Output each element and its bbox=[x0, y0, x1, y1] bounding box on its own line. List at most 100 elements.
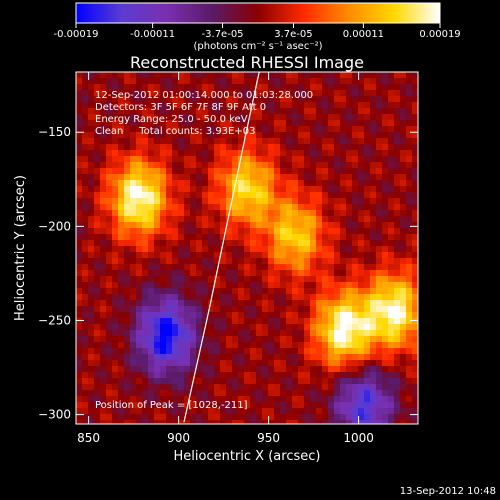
heatmap-cell bbox=[208, 204, 214, 210]
heatmap-cell bbox=[124, 378, 130, 384]
heatmap-cell bbox=[370, 348, 376, 354]
heatmap-cell bbox=[82, 138, 88, 144]
heatmap-cell bbox=[178, 192, 184, 198]
heatmap-cell bbox=[112, 186, 118, 192]
heatmap-cell bbox=[364, 210, 370, 216]
heatmap-cell bbox=[364, 288, 370, 294]
heatmap-cell bbox=[274, 210, 280, 216]
heatmap-cell bbox=[190, 384, 196, 390]
heatmap-cell bbox=[178, 144, 184, 150]
heatmap-cell bbox=[226, 384, 232, 390]
heatmap-cell bbox=[340, 354, 346, 360]
heatmap-cell bbox=[130, 240, 136, 246]
heatmap-cell bbox=[94, 72, 100, 78]
heatmap-cell bbox=[250, 198, 256, 204]
heatmap-cell bbox=[394, 330, 400, 336]
heatmap-cell bbox=[184, 318, 190, 324]
heatmap-cell bbox=[316, 72, 322, 78]
heatmap-cell bbox=[388, 168, 394, 174]
heatmap-cell bbox=[184, 90, 190, 96]
heatmap-cell bbox=[226, 402, 232, 408]
heatmap-cell bbox=[214, 90, 220, 96]
heatmap-cell bbox=[82, 150, 88, 156]
heatmap-cell bbox=[394, 270, 400, 276]
heatmap-cell bbox=[94, 408, 100, 414]
heatmap-cell bbox=[148, 282, 154, 288]
heatmap-cell bbox=[310, 390, 316, 396]
heatmap-cell bbox=[196, 102, 202, 108]
heatmap-cell bbox=[238, 114, 244, 120]
heatmap-cell bbox=[214, 132, 220, 138]
heatmap-cell bbox=[184, 192, 190, 198]
heatmap-cell bbox=[316, 396, 322, 402]
heatmap-cell bbox=[250, 204, 256, 210]
heatmap-cell bbox=[178, 276, 184, 282]
colorbar-tick-label: 0.00011 bbox=[343, 29, 384, 40]
heatmap-cell bbox=[334, 252, 340, 258]
heatmap-cell bbox=[226, 138, 232, 144]
heatmap-cell bbox=[208, 336, 214, 342]
heatmap-cell bbox=[358, 162, 364, 168]
heatmap-cell bbox=[202, 330, 208, 336]
heatmap-cell bbox=[160, 84, 166, 90]
heatmap-cell bbox=[250, 354, 256, 360]
heatmap-cell bbox=[100, 90, 106, 96]
heatmap-cell bbox=[76, 276, 82, 282]
heatmap-cell bbox=[322, 348, 328, 354]
heatmap-cell bbox=[118, 228, 124, 234]
heatmap-cell bbox=[196, 312, 202, 318]
heatmap-cell bbox=[412, 144, 418, 150]
heatmap-cell bbox=[286, 198, 292, 204]
heatmap-cell bbox=[376, 312, 382, 318]
heatmap-cell bbox=[82, 372, 88, 378]
heatmap-cell bbox=[388, 348, 394, 354]
heatmap-cell bbox=[208, 186, 214, 192]
heatmap-cell bbox=[292, 414, 298, 420]
heatmap-cell bbox=[238, 198, 244, 204]
heatmap-cell bbox=[184, 144, 190, 150]
heatmap-cell bbox=[340, 294, 346, 300]
heatmap-cell bbox=[124, 318, 130, 324]
heatmap-cell bbox=[118, 258, 124, 264]
heatmap-cell bbox=[184, 174, 190, 180]
heatmap-cell bbox=[178, 402, 184, 408]
heatmap-cell bbox=[76, 282, 82, 288]
heatmap-cell bbox=[196, 336, 202, 342]
heatmap-cell bbox=[298, 402, 304, 408]
heatmap-cell bbox=[112, 72, 118, 78]
heatmap-cell bbox=[82, 132, 88, 138]
heatmap-cell bbox=[190, 402, 196, 408]
heatmap-cell bbox=[172, 420, 178, 424]
heatmap-cell bbox=[184, 132, 190, 138]
heatmap-cell bbox=[400, 180, 406, 186]
heatmap-cell bbox=[178, 312, 184, 318]
heatmap-cell bbox=[172, 264, 178, 270]
heatmap-cell bbox=[232, 252, 238, 258]
heatmap-cell bbox=[268, 144, 274, 150]
heatmap-cell bbox=[370, 240, 376, 246]
heatmap-cell bbox=[172, 312, 178, 318]
heatmap-cell bbox=[82, 288, 88, 294]
heatmap-cell bbox=[244, 252, 250, 258]
heatmap-cell bbox=[352, 234, 358, 240]
heatmap-cell bbox=[394, 126, 400, 132]
heatmap-cell bbox=[286, 102, 292, 108]
heatmap-cell bbox=[274, 72, 280, 78]
y-tick-label: −300 bbox=[38, 408, 71, 422]
heatmap-cell bbox=[94, 378, 100, 384]
heatmap-cell bbox=[274, 384, 280, 390]
heatmap-cell bbox=[82, 162, 88, 168]
heatmap-cell bbox=[172, 288, 178, 294]
heatmap-cell bbox=[400, 360, 406, 366]
heatmap-cell bbox=[232, 324, 238, 330]
heatmap-cell bbox=[304, 264, 310, 270]
heatmap-cell bbox=[106, 348, 112, 354]
heatmap-cell bbox=[232, 390, 238, 396]
heatmap-cell bbox=[274, 288, 280, 294]
heatmap-cell bbox=[220, 390, 226, 396]
heatmap-cell bbox=[196, 144, 202, 150]
heatmap-cell bbox=[124, 282, 130, 288]
heatmap-cell bbox=[370, 414, 376, 420]
heatmap-cell bbox=[394, 162, 400, 168]
heatmap-cell bbox=[100, 258, 106, 264]
